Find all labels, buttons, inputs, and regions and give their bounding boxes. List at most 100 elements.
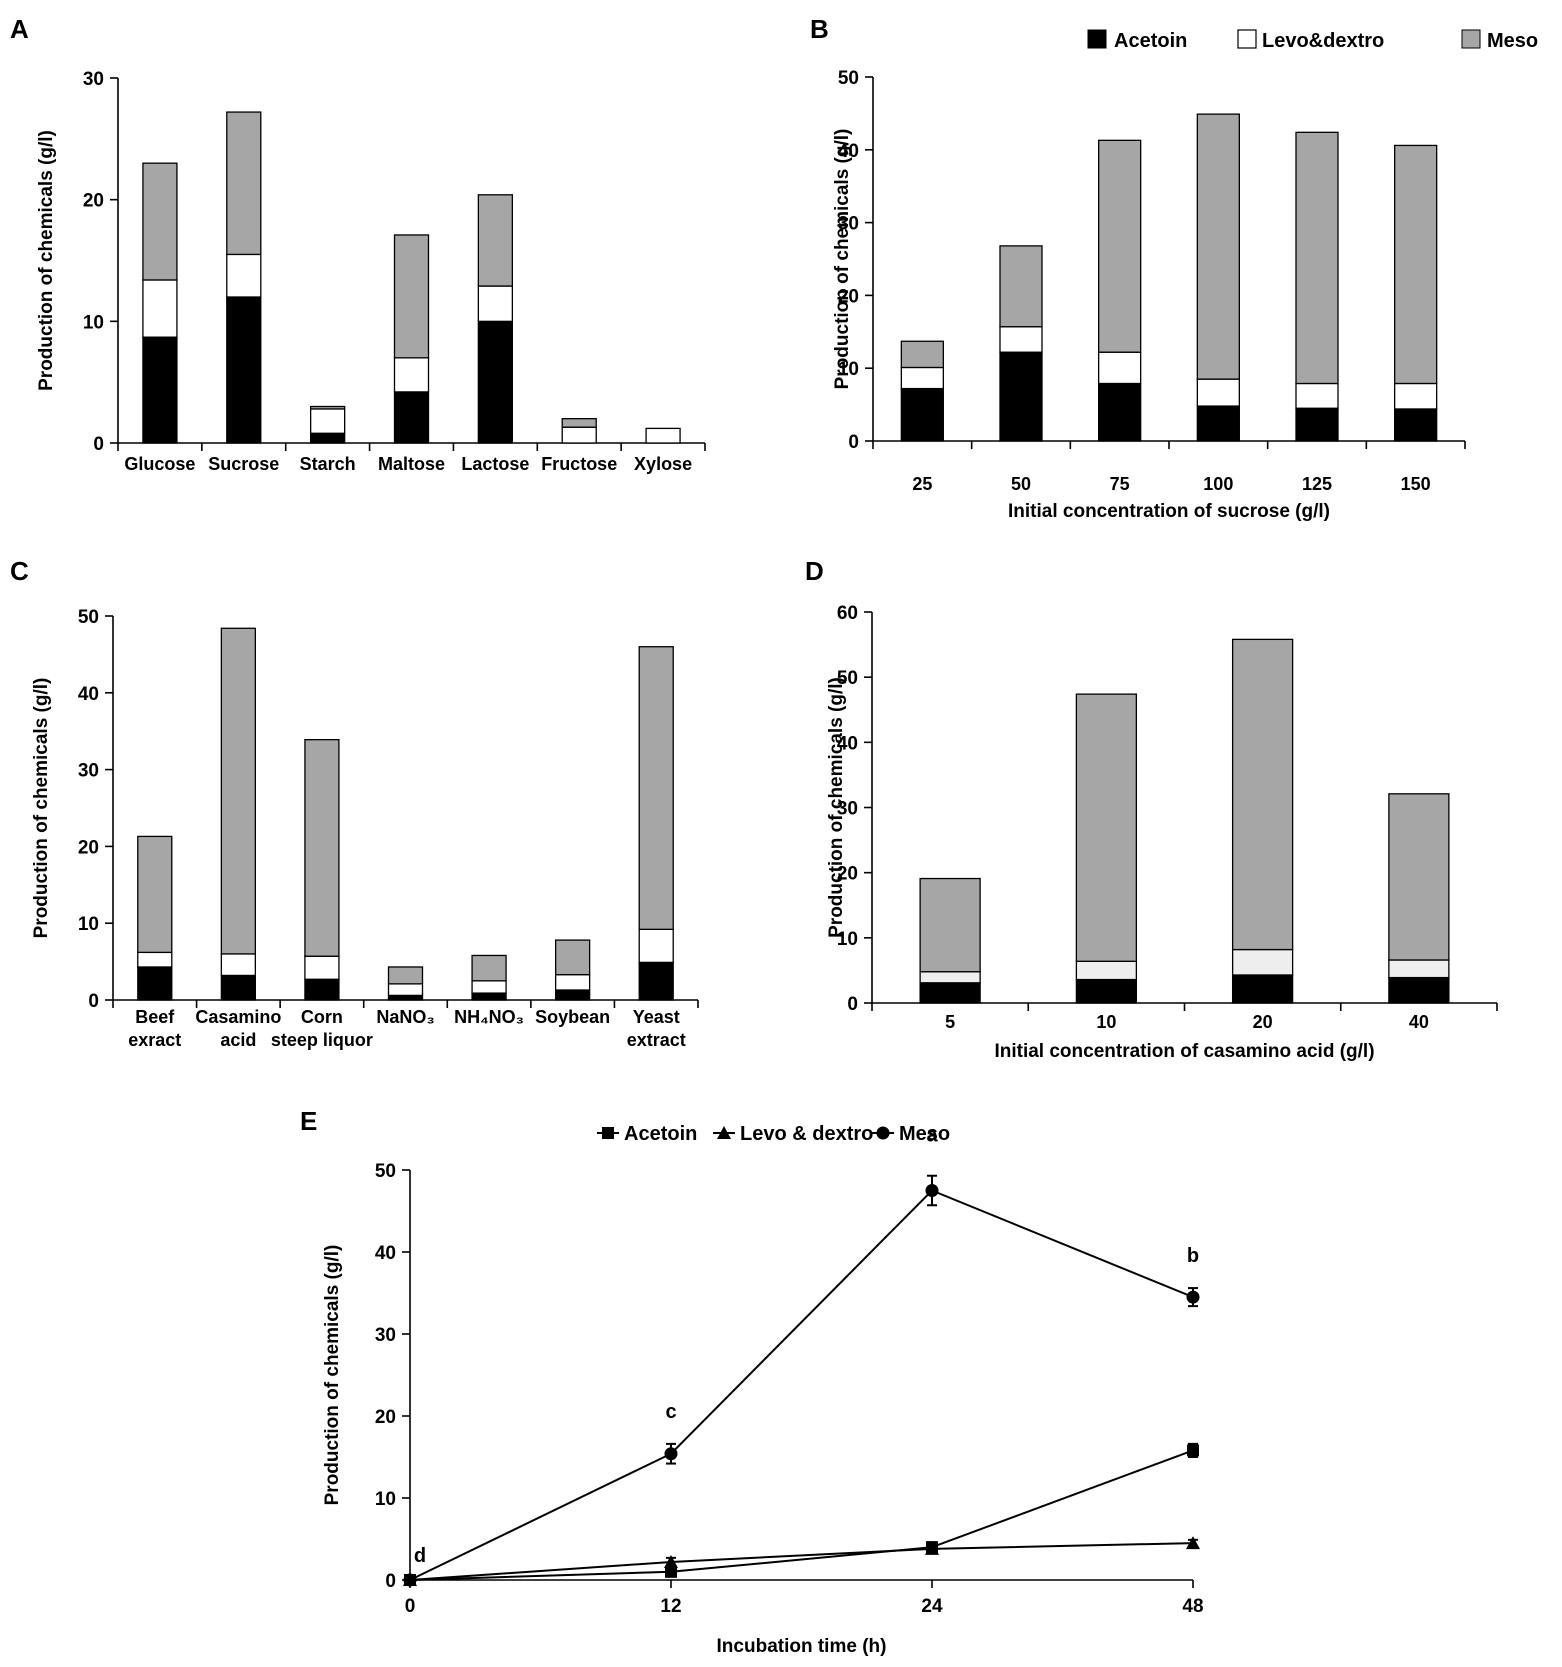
panel-e: E 0 10 20 30 40 50 Production of chemicals (g/l… [300,1106,1204,1657]
point-levo-dextro-2 [925,1541,939,1555]
legend-levo-label: Levo&dextro [1262,30,1384,52]
x-tick-label: 24 [921,1596,943,1617]
point-meso-1 [664,1447,678,1461]
bar-levo-dextro-1 [220,953,257,977]
bar-acetoin-3 [393,391,430,444]
legend-marker-triangle [717,1126,731,1139]
significance-label: c [665,1401,676,1423]
x-tick-label: 75 [1110,474,1130,494]
y-tick-label: 50 [78,607,99,628]
panel-letter-b: B [810,14,829,44]
point-levo-dextro-1 [664,1554,678,1568]
bar-meso-2 [1098,139,1142,353]
legend-label: Levo & dextro [740,1123,873,1145]
y-tick-label: 40 [838,141,859,162]
y-tick-label: 20 [838,286,859,307]
y-tick-label: 50 [837,668,858,689]
y-axis-title: Production of chemicals (g/l) [31,678,52,939]
panel-letter-e: E [300,1106,317,1136]
bar-meso-4 [1295,131,1339,385]
y-tick-label: 40 [78,684,99,705]
x-tick-label: 50 [1011,474,1031,494]
x-tick-label: Lactose [461,454,529,474]
significance-label: a [926,1125,938,1147]
bar-meso-2 [304,738,340,957]
bar-acetoin-1 [220,974,257,1001]
x-tick-label: steep liquor [271,1030,373,1050]
legend-e: Acetoin Levo & dextro Meso [597,1123,950,1145]
x-tick-label: Corn [301,1007,343,1027]
y-tick-label: 60 [837,603,858,624]
y-tick-label: 30 [375,1325,396,1346]
x-tick-label: Casamino [195,1007,281,1027]
x-tick-label: Starch [300,454,356,474]
y-tick-label: 20 [83,191,104,212]
bar-acetoin-0 [137,966,173,1001]
y-tick-label: 0 [848,432,859,453]
bar-acetoin-4 [471,992,507,1001]
x-tick-label: Maltose [378,454,445,474]
y-axis-title: Production of chemicals (g/l) [832,129,853,390]
bar-meso-0 [919,877,981,973]
bar-acetoin-5 [554,989,591,1001]
bar-levo-dextro-2 [304,955,340,980]
bar-acetoin-2 [1231,974,1294,1004]
y-tick-label: 0 [385,1571,396,1592]
bar-meso-3 [1196,113,1240,380]
bar-levo-dextro-4 [471,980,507,994]
bar-meso-1 [1075,693,1138,962]
point-acetoin-3 [1187,1444,1199,1457]
x-tick-label: exract [128,1030,181,1050]
y-tick-label: 30 [78,761,99,782]
y-tick-label: 50 [838,68,859,89]
bar-acetoin-0 [142,336,178,444]
bar-meso-3 [387,966,424,985]
x-axis-title: Initial concentration of sucrose (g/l) [1008,501,1330,522]
bar-acetoin-3 [1196,405,1240,442]
y-tick-label: 10 [837,929,858,950]
series-line-acetoin [409,1449,1194,1581]
bar-levo-dextro-2 [1098,351,1142,385]
panel-a: A 0 10 20 30 Production of chemicals (g/l) Glu… [10,14,706,474]
significance-label: b [1187,1245,1199,1267]
bar-acetoin-3 [1388,976,1450,1004]
series-line-meso [409,1189,1194,1581]
bar-levo-dextro-1 [226,253,262,298]
bar-levo-dextro-4 [477,285,514,322]
series-line-levo-dextro [409,1542,1194,1581]
x-tick-label: 48 [1182,1596,1203,1617]
legend-acetoin-label: Acetoin [1114,30,1187,52]
bar-meso-1 [226,111,262,256]
bar-acetoin-4 [477,320,514,444]
bar-levo-dextro-1 [999,326,1043,353]
bar-levo-dextro-0 [137,951,173,968]
legend-meso-swatch [1461,29,1481,49]
legend-label: Meso [899,1123,950,1145]
y-tick-label: 30 [838,214,859,235]
bar-meso-5 [561,418,597,428]
y-tick-label: 0 [847,994,858,1015]
y-axis-title: Production of chemicals (g/l) [826,677,847,938]
bar-levo-dextro-6 [645,427,681,444]
y-axis-title: Production of chemicals (g/l) [36,130,57,391]
bar-acetoin-1 [1075,978,1138,1004]
y-tick-label: 30 [837,799,858,820]
bar-levo-dextro-3 [1196,378,1240,407]
x-tick-label: Fructose [541,454,617,474]
bar-levo-dextro-2 [1231,948,1294,976]
bar-meso-1 [999,245,1043,328]
y-tick-label: 10 [375,1489,396,1510]
y-axis-title: Production of chemicals (g/l) [322,1245,343,1506]
bar-meso-4 [477,194,514,287]
bar-acetoin-2 [309,432,346,444]
bar-levo-dextro-5 [561,426,597,444]
legend-levo-swatch [1237,29,1257,49]
x-axis-title: Incubation time (h) [717,1636,887,1657]
bar-levo-dextro-2 [309,408,346,434]
bar-meso-2 [1231,638,1294,951]
bar-levo-dextro-3 [387,983,424,997]
point-meso-3 [1186,1290,1200,1304]
bar-levo-dextro-5 [554,974,591,991]
bar-meso-2 [309,405,346,410]
x-tick-label: 40 [1409,1012,1429,1032]
